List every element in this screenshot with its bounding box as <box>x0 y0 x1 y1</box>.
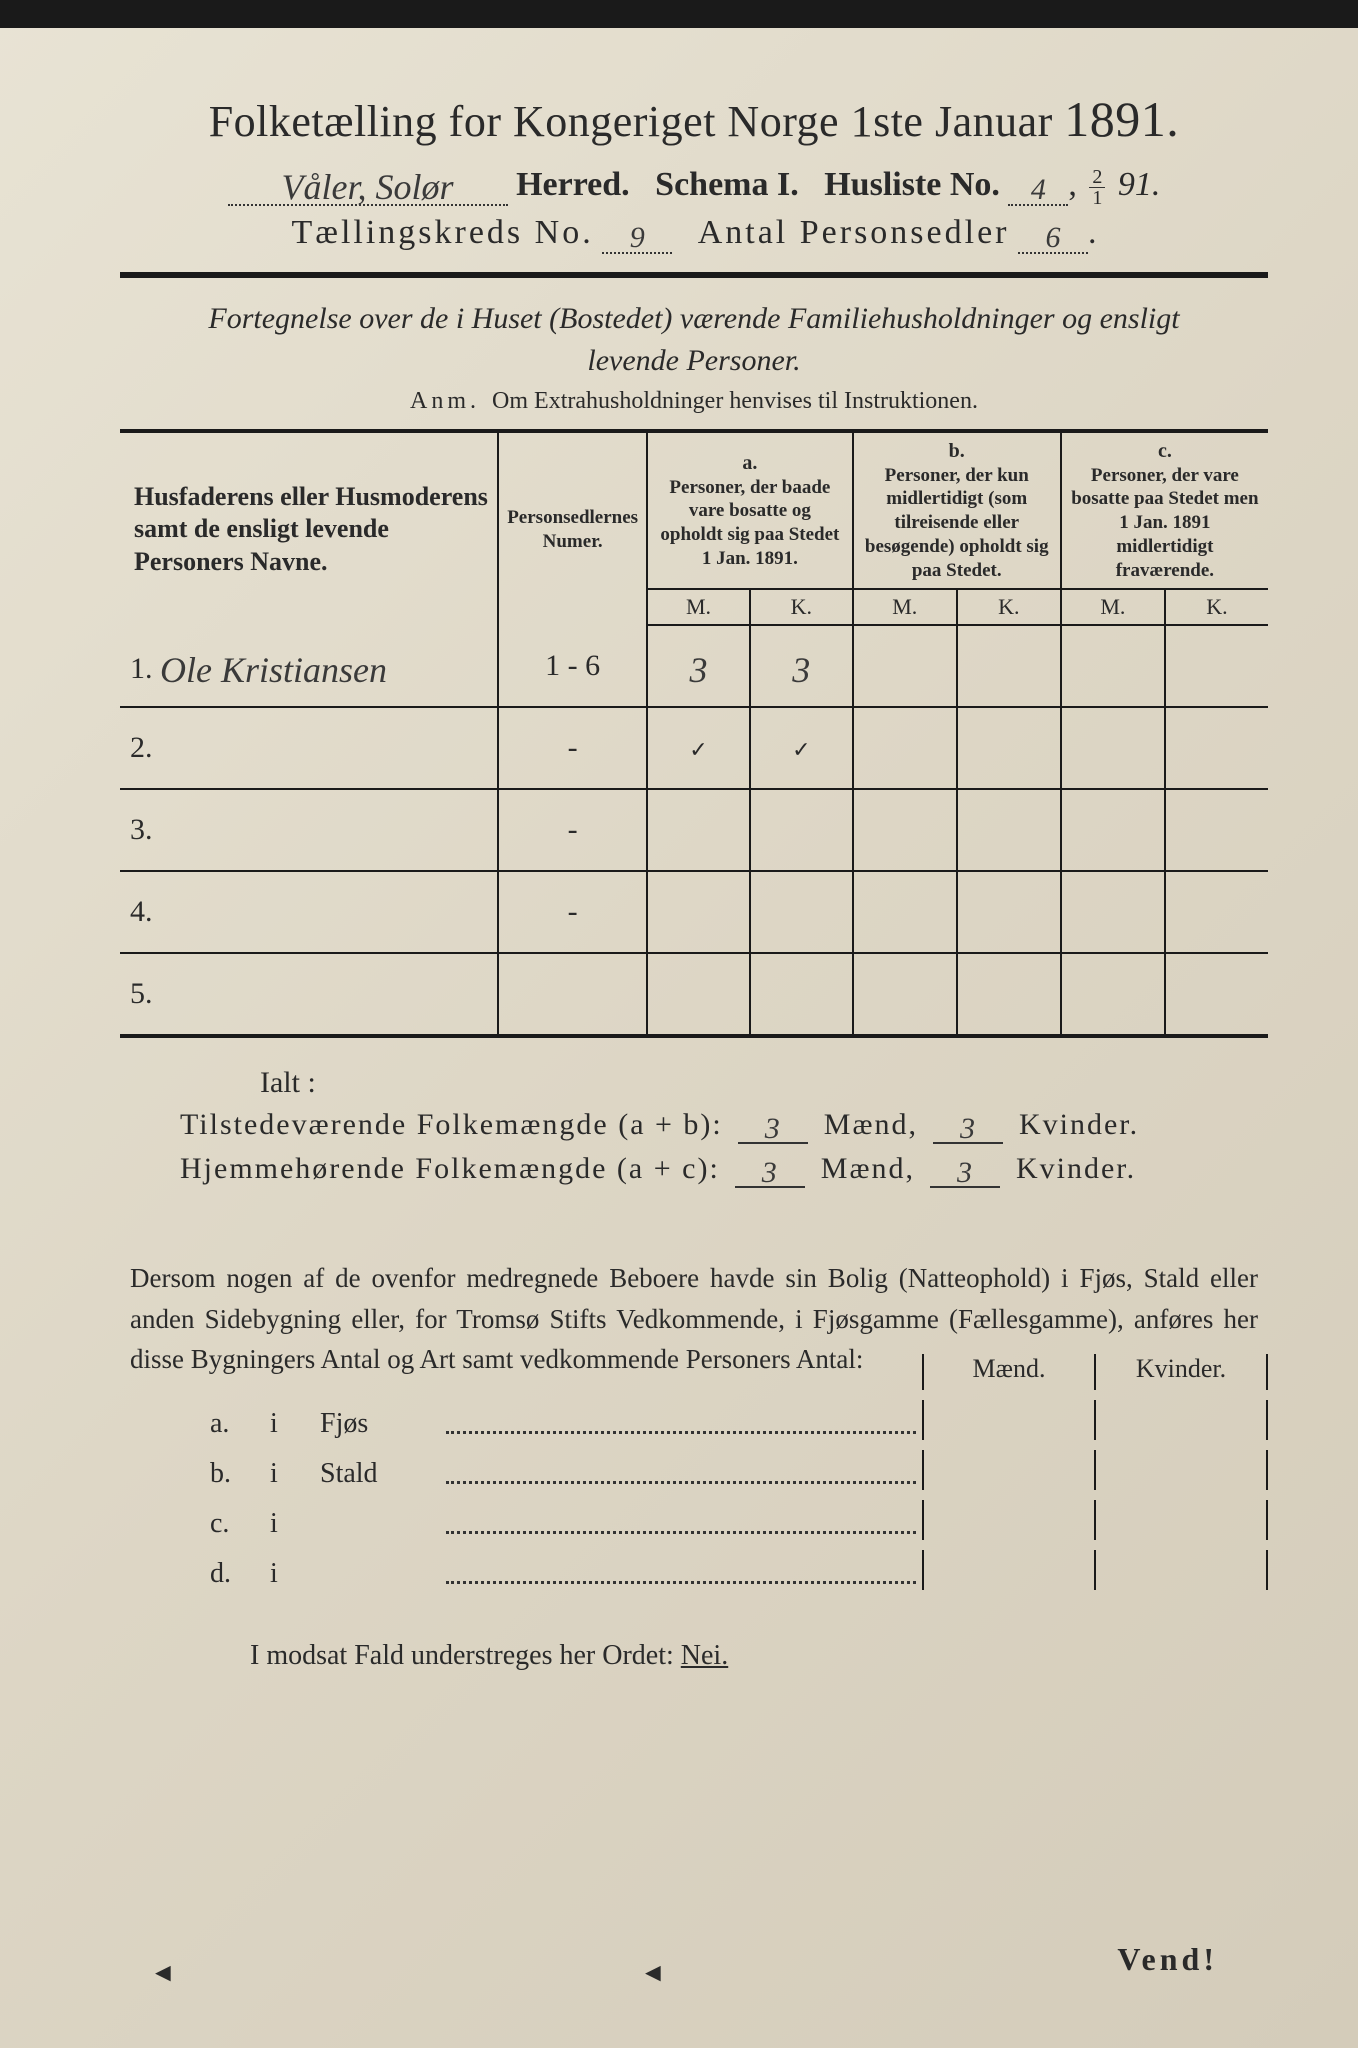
antal-no: 6 <box>1046 221 1061 254</box>
col-name-header: Husfaderens eller Husmoderens samt de en… <box>120 431 498 627</box>
husliste-no: 4 <box>1031 173 1046 206</box>
total-resident: Hjemmehørende Folkemængde (a + c): 3 Mæn… <box>180 1152 1268 1188</box>
table-row: 2. - ✓ ✓ <box>120 707 1268 789</box>
col-a-m: M. <box>647 589 750 625</box>
herred-label: Herred. <box>516 166 630 203</box>
col-a-header: a. Personer, der baade vare bosatte og o… <box>647 431 853 590</box>
vend-label: Vend! <box>1117 1941 1218 1978</box>
subtitle-line1: Fortegnelse over de i Huset (Bostedet) v… <box>208 302 1179 335</box>
col-b-k: K. <box>957 589 1061 625</box>
row1-ak: 3 <box>792 650 810 690</box>
herred-value: Våler, Solør <box>282 167 454 207</box>
date-year: 91. <box>1118 166 1161 203</box>
total-present: Tilstedeværende Folkemængde (a + b): 3 M… <box>180 1108 1268 1144</box>
title-text: Folketælling for Kongeriget Norge 1ste J… <box>209 97 1053 146</box>
row1-name: Ole Kristiansen <box>160 650 387 690</box>
header-line-2: Våler, Solør Herred. Schema I. Husliste … <box>120 162 1268 208</box>
census-form-page: Folketælling for Kongeriget Norge 1ste J… <box>0 0 1358 2048</box>
nei-line: I modsat Fald understreges her Ordet: Ne… <box>250 1640 1268 1672</box>
col-num-header: Personsedlernes Numer. <box>498 431 647 627</box>
buildings-mk-header: Mænd. Kvinder. <box>922 1354 1268 1390</box>
ialt-label: Ialt : <box>260 1066 1268 1100</box>
col-c-m: M. <box>1061 589 1165 625</box>
anm-text: Om Extrahusholdninger henvises til Instr… <box>492 388 978 414</box>
buildings-maend: Mænd. <box>922 1354 1094 1390</box>
kreds-no: 9 <box>630 221 645 254</box>
corner-mark: ◄ <box>150 1958 176 1988</box>
husliste-label: Husliste No. <box>824 166 1000 203</box>
buildings-kvinder: Kvinder. <box>1094 1354 1268 1390</box>
subtitle-line2: levende Personer. <box>587 344 800 377</box>
resident-k: 3 <box>957 1156 974 1189</box>
buildings-table: Mænd. Kvinder. a. i Fjøs b. i Stald c. i… <box>210 1400 1268 1590</box>
date-fraction: 2 1 <box>1089 167 1105 208</box>
resident-m: 3 <box>762 1156 779 1189</box>
col-c-header: c. Personer, der vare bosatte paa Stedet… <box>1061 431 1268 590</box>
present-k: 3 <box>960 1112 977 1145</box>
building-row: b. i Stald <box>210 1450 1268 1490</box>
title-year: 1891. <box>1064 91 1179 147</box>
building-row: d. i <box>210 1550 1268 1590</box>
nei-word: Nei. <box>681 1640 728 1671</box>
col-b-header: b. Personer, der kun midlertidigt (som t… <box>853 431 1061 590</box>
anm-line: Anm. Om Extrahusholdninger henvises til … <box>120 388 1268 415</box>
table-row: 4. - <box>120 871 1268 953</box>
subtitle: Fortegnelse over de i Huset (Bostedet) v… <box>160 298 1228 382</box>
header-line-3: Tællingskreds No. 9 Antal Personsedler 6… <box>120 214 1268 254</box>
date-top: 2 <box>1089 167 1105 188</box>
row1-num: 1 - 6 <box>498 626 647 707</box>
main-title: Folketælling for Kongeriget Norge 1ste J… <box>120 90 1268 148</box>
col-a-k: K. <box>750 589 853 625</box>
kreds-label: Tællingskreds No. <box>292 214 594 251</box>
building-row: a. i Fjøs <box>210 1400 1268 1440</box>
table-row: 3. - <box>120 789 1268 871</box>
antal-label: Antal Personsedler <box>698 214 1010 251</box>
col-b-m: M. <box>853 589 957 625</box>
anm-label: Anm. <box>410 388 480 414</box>
schema-label: Schema I. <box>655 166 799 203</box>
row1-am: 3 <box>689 650 707 690</box>
date-bot: 1 <box>1092 188 1102 208</box>
household-table: Husfaderens eller Husmoderens samt de en… <box>120 429 1268 1039</box>
building-row: c. i <box>210 1500 1268 1540</box>
col-c-k: K. <box>1165 589 1268 625</box>
present-m: 3 <box>765 1112 782 1145</box>
corner-mark: ◄ <box>640 1958 666 1988</box>
table-row: 5. <box>120 953 1268 1036</box>
table-row: 1. Ole Kristiansen 1 - 6 3 3 <box>120 626 1268 707</box>
divider <box>120 272 1268 278</box>
